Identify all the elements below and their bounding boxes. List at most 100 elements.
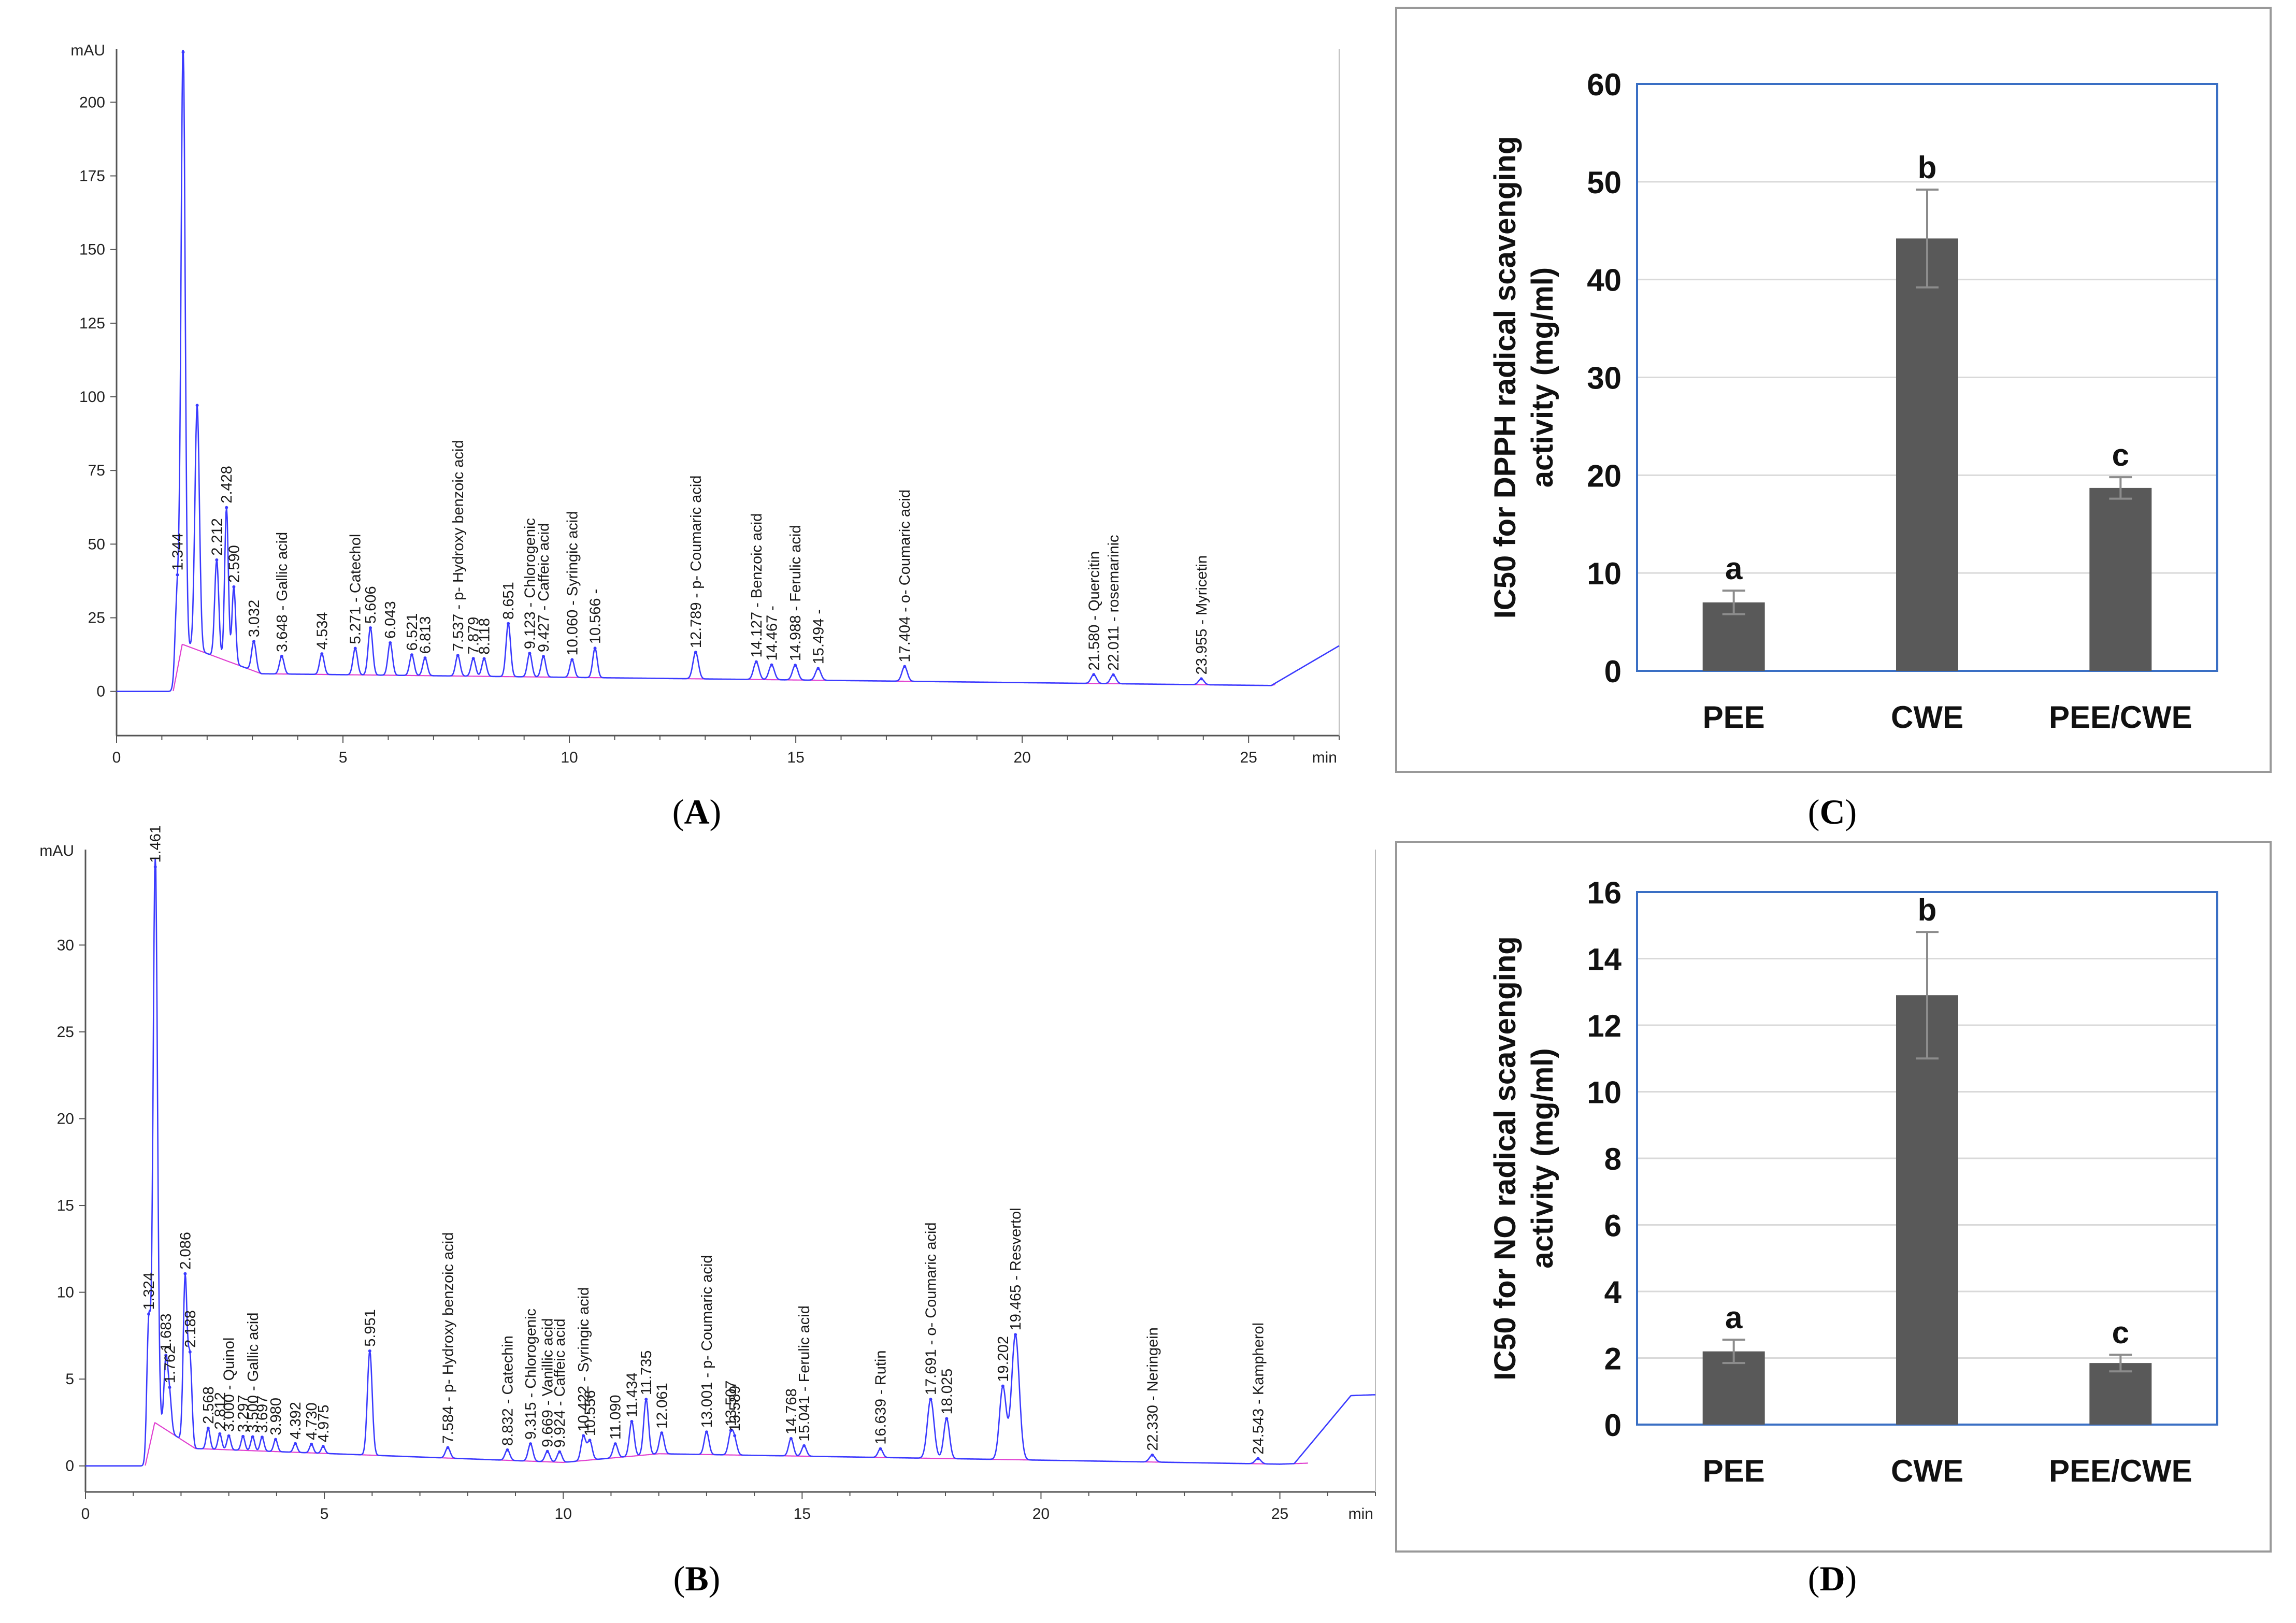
peak-label: 23.955 - Myricetin bbox=[1194, 555, 1210, 675]
panel-c-border bbox=[1395, 7, 2272, 773]
peak-apex bbox=[630, 1419, 634, 1423]
peak-label: 7.584 - p- Hydroxy benzoic acid bbox=[440, 1232, 456, 1444]
peak-apex bbox=[241, 1434, 245, 1438]
significance-letter: a bbox=[1725, 1300, 1743, 1335]
peak-apex bbox=[260, 1435, 264, 1439]
peak-label: 9.427 - Caffeic acid bbox=[536, 523, 552, 652]
peak-label: 2.212 bbox=[209, 518, 225, 556]
panel-letter-b: B bbox=[685, 1559, 708, 1598]
peak-apex bbox=[183, 1272, 187, 1275]
category-label: PEE/CWE bbox=[2049, 700, 2192, 735]
y-tick-label: 40 bbox=[1587, 263, 1621, 298]
peak-label: 12.789 - p- Coumaric acid bbox=[688, 476, 705, 649]
peak-apex bbox=[176, 573, 179, 577]
peak-label: 16.639 - Rutin bbox=[872, 1351, 889, 1445]
x-tick-label: 10 bbox=[561, 749, 578, 766]
peak-label: 9.123 - Chlorogenic bbox=[522, 518, 538, 649]
peak-apex bbox=[423, 656, 427, 660]
x-tick-label: 25 bbox=[1240, 749, 1257, 766]
peak-apex bbox=[1199, 677, 1203, 681]
category-label: CWE bbox=[1891, 1454, 1963, 1488]
y-tick-label: 200 bbox=[79, 94, 105, 111]
peak-apex bbox=[218, 1432, 222, 1435]
y-axis-title-line2: activity (mg/ml) bbox=[1526, 1048, 1559, 1268]
peak-label: 14.467 - bbox=[764, 606, 781, 660]
peak-label: 22.330 - Neringein bbox=[1144, 1327, 1161, 1451]
significance-letter: c bbox=[2112, 1315, 2129, 1350]
peak-label: 11.090 bbox=[608, 1395, 624, 1440]
peak-label: 1.683 bbox=[158, 1314, 175, 1352]
y-tick-label: 6 bbox=[1604, 1209, 1621, 1243]
peak-label: 13.589 bbox=[727, 1386, 743, 1432]
peak-label: 5.271 - Catechol bbox=[348, 534, 364, 644]
peak-label: 9.315 - Chlorogenic bbox=[523, 1309, 539, 1440]
peak-apex bbox=[1001, 1384, 1005, 1388]
x-tick-label: 10 bbox=[555, 1505, 572, 1523]
y-tick-label: 10 bbox=[57, 1284, 74, 1301]
peak-label: 15.494 - bbox=[810, 609, 827, 664]
y-tick-label: 25 bbox=[88, 610, 105, 627]
x-tick-label: 20 bbox=[1013, 749, 1030, 766]
peak-label: 17.691 - o- Coumaric acid bbox=[923, 1222, 940, 1395]
bar bbox=[2089, 1363, 2152, 1425]
peak-apex bbox=[593, 647, 597, 650]
x-tick-label: 15 bbox=[787, 749, 804, 766]
peak-label: 10.556 bbox=[582, 1390, 599, 1436]
y-tick-label: 30 bbox=[57, 937, 74, 954]
peak-label: 14.768 bbox=[783, 1388, 800, 1434]
peak-label: 9.669 - Vanillic acid bbox=[540, 1318, 556, 1447]
peak-label: 3.980 bbox=[268, 1398, 284, 1435]
y-tick-label: 14 bbox=[1587, 942, 1621, 977]
category-label: CWE bbox=[1891, 700, 1963, 735]
peak-label: 8.118 bbox=[477, 618, 493, 654]
y-tick-label: 100 bbox=[79, 389, 105, 406]
peak-apex bbox=[1014, 1333, 1017, 1337]
y-tick-label: 125 bbox=[79, 315, 105, 332]
x-unit-label: min bbox=[1312, 749, 1337, 766]
peak-apex bbox=[274, 1438, 278, 1441]
peak-label: 2.568 bbox=[200, 1386, 217, 1424]
peak-label: 2.086 bbox=[177, 1232, 194, 1270]
peak-apex bbox=[353, 647, 357, 650]
peak-apex bbox=[541, 655, 545, 658]
peak-apex bbox=[471, 657, 475, 660]
peak-label: 11.434 bbox=[624, 1372, 640, 1417]
category-label: PEE/CWE bbox=[2049, 1454, 2192, 1488]
bar bbox=[2089, 487, 2152, 671]
y-tick-label: 30 bbox=[1587, 361, 1621, 396]
peak-apex bbox=[153, 865, 157, 869]
peak-label: 7.537 - p- Hydroxy benzoic acid bbox=[450, 440, 467, 651]
y-unit-label: mAU bbox=[39, 842, 74, 859]
peak-apex bbox=[232, 585, 236, 588]
y-tick-label: 10 bbox=[1587, 1075, 1621, 1110]
peak-label: 4.975 bbox=[315, 1405, 332, 1443]
x-tick-label: 15 bbox=[794, 1505, 811, 1523]
peak-label: 19.202 bbox=[995, 1336, 1012, 1382]
peak-apex bbox=[368, 1349, 371, 1353]
peak-apex bbox=[945, 1417, 949, 1420]
y-tick-label: 175 bbox=[79, 168, 105, 185]
x-tick-label: 0 bbox=[81, 1505, 90, 1523]
peak-apex bbox=[389, 641, 392, 644]
peak-label: 3.648 - Gallic acid bbox=[274, 532, 291, 652]
peak-label: 4.730 bbox=[304, 1402, 320, 1440]
peak-apex bbox=[147, 1312, 151, 1316]
peak-label: 1.344 bbox=[169, 533, 186, 571]
peak-label: 14.988 - Ferulic acid bbox=[787, 525, 804, 661]
y-axis-title-line2: activity (mg/ml) bbox=[1526, 267, 1559, 487]
peak-apex bbox=[929, 1398, 932, 1401]
y-tick-label: 10 bbox=[1587, 556, 1621, 591]
panel-label-a: (A) bbox=[672, 792, 721, 831]
x-tick-label: 5 bbox=[339, 749, 348, 766]
peak-apex bbox=[903, 665, 907, 668]
peak-apex bbox=[802, 1444, 806, 1447]
peak-label: 9.924 - Caffeic acid bbox=[552, 1318, 568, 1447]
peak-label: 3.697 bbox=[254, 1396, 271, 1433]
y-axis-title-line1: IC50 for DPPH radical scavenging bbox=[1488, 136, 1522, 619]
panel-letter-c: C bbox=[1819, 792, 1845, 831]
peak-label: 18.025 bbox=[939, 1369, 955, 1415]
significance-letter: b bbox=[1918, 893, 1937, 927]
y-tick-label: 8 bbox=[1604, 1142, 1621, 1176]
peak-apex bbox=[225, 506, 228, 509]
